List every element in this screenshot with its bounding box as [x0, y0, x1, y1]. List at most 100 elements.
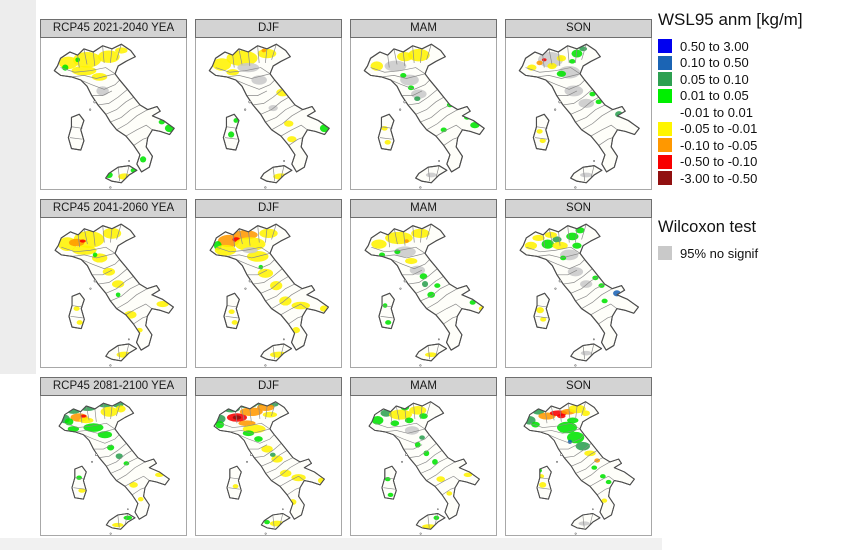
wilcoxon-legend: Wilcoxon test 95% no signif [658, 218, 848, 262]
panel-title: SON [505, 377, 652, 396]
map-canvas [350, 38, 497, 190]
legend-color-swatch [658, 154, 672, 169]
italy-map-svg [523, 401, 635, 535]
map-panel-r3c1: RCP45 2081-2100 YEA [40, 377, 187, 536]
legend-item: 0.01 to 0.05 [658, 88, 848, 105]
italy-map-svg [518, 43, 640, 189]
legend-color-swatch [658, 138, 672, 153]
legend-label: -0.01 to 0.01 [680, 104, 753, 120]
color-legend: WSL95 anm [kg/m] 0.50 to 3.00 0.10 to 0.5… [658, 10, 848, 187]
panel-title: DJF [195, 199, 342, 218]
legend-label: 95% no signif [680, 245, 759, 261]
map-canvas [195, 38, 342, 190]
coastline-overlay [58, 401, 170, 530]
legend-color-swatch [658, 88, 672, 103]
region-borders [64, 401, 150, 528]
minor-islands [244, 100, 286, 189]
legend-label: 0.01 to 0.05 [680, 88, 749, 104]
legend-item: -0.01 to 0.01 [658, 104, 848, 121]
coastline-overlay [54, 223, 174, 362]
legend-color-swatch [658, 55, 672, 70]
region-borders [525, 44, 618, 182]
legend-item: 0.05 to 0.10 [658, 71, 848, 88]
map-canvas [40, 218, 187, 368]
legend-color-swatch [658, 171, 672, 186]
legend-item: 0.10 to 0.50 [658, 55, 848, 72]
minor-islands [244, 279, 285, 367]
legend-label: -0.10 to -0.05 [680, 137, 758, 153]
italy-map-svg [54, 223, 174, 367]
region-borders [371, 224, 463, 360]
map-canvas [40, 38, 187, 190]
legend-item: -0.05 to -0.01 [658, 121, 848, 138]
legend-item: -0.50 to -0.10 [658, 154, 848, 171]
coastline-overlay [213, 401, 325, 530]
map-panel-r2c2: DJF [195, 199, 342, 368]
map-canvas [505, 396, 652, 536]
coastline-overlay [523, 401, 635, 530]
legend-title: WSL95 anm [kg/m] [658, 10, 803, 29]
italy-map-svg [368, 401, 480, 535]
panel-title: MAM [350, 377, 497, 396]
coastline-overlay [53, 43, 175, 184]
panel-title: SON [505, 199, 652, 218]
map-panel-r3c3: MAM [350, 377, 497, 536]
left-margin [0, 0, 36, 374]
italy-map-svg [58, 401, 170, 535]
map-canvas [195, 396, 342, 536]
legend-color-swatch [658, 39, 672, 54]
map-panel-r3c2: DJF [195, 377, 342, 536]
map-canvas [350, 396, 497, 536]
coastline-overlay [368, 401, 480, 530]
minor-islands [89, 100, 131, 189]
italy-map-svg [213, 401, 325, 535]
map-canvas [195, 218, 342, 368]
map-panel-r2c1: RCP45 2041-2060 YEA [40, 199, 187, 368]
panel-title: RCP45 2041-2060 YEA [40, 199, 187, 218]
map-panel-grid: RCP45 2021-2040 YEA DJF MAM SON RCP45 2041-2… [40, 19, 652, 536]
region-borders [215, 44, 308, 182]
map-canvas [350, 218, 497, 368]
minor-islands [554, 279, 595, 367]
minor-islands [399, 100, 441, 189]
panel-title: MAM [350, 199, 497, 218]
map-panel-r1c4: SON [505, 19, 652, 190]
italy-map-svg [364, 223, 484, 367]
legend-color-swatch [658, 72, 672, 87]
minor-islands [91, 453, 129, 535]
map-panel-r1c2: DJF [195, 19, 342, 190]
anomaly-patches [371, 228, 484, 358]
legend-item: -0.10 to -0.05 [658, 137, 848, 154]
coastline-overlay [518, 43, 640, 184]
region-borders [61, 224, 153, 360]
region-borders [216, 224, 308, 360]
bottom-margin [0, 538, 662, 550]
region-borders [60, 44, 153, 182]
legend-item: 95% no signif [658, 245, 848, 262]
coastline-overlay [364, 223, 484, 362]
wilcoxon-title: Wilcoxon test [658, 218, 757, 236]
map-panel-r2c4: SON [505, 199, 652, 368]
italy-map-svg [208, 43, 330, 189]
legend-color-swatch [658, 246, 672, 261]
legend-color-swatch [658, 121, 672, 136]
panel-title: RCP45 2081-2100 YEA [40, 377, 187, 396]
panel-title: RCP45 2021-2040 YEA [40, 19, 187, 38]
region-borders [529, 401, 615, 528]
legend-label: 0.50 to 3.00 [680, 38, 749, 54]
legend-label: -0.05 to -0.01 [680, 121, 758, 137]
italy-map-svg [363, 43, 485, 189]
legend-items: 0.50 to 3.00 0.10 to 0.50 0.05 to 0.10 0.01… [658, 38, 848, 187]
legend-label: 0.05 to 0.10 [680, 71, 749, 87]
region-borders [219, 401, 305, 528]
panel-title: DJF [195, 377, 342, 396]
anomaly-patches [59, 47, 175, 180]
region-borders [370, 44, 463, 182]
coastline-overlay [208, 43, 330, 184]
anomaly-patches [524, 404, 612, 526]
legend-item: 0.50 to 3.00 [658, 38, 848, 55]
region-borders [526, 224, 618, 360]
map-panel-r1c3: MAM [350, 19, 497, 190]
legend-label: -3.00 to -0.50 [680, 170, 758, 186]
map-canvas [505, 218, 652, 368]
